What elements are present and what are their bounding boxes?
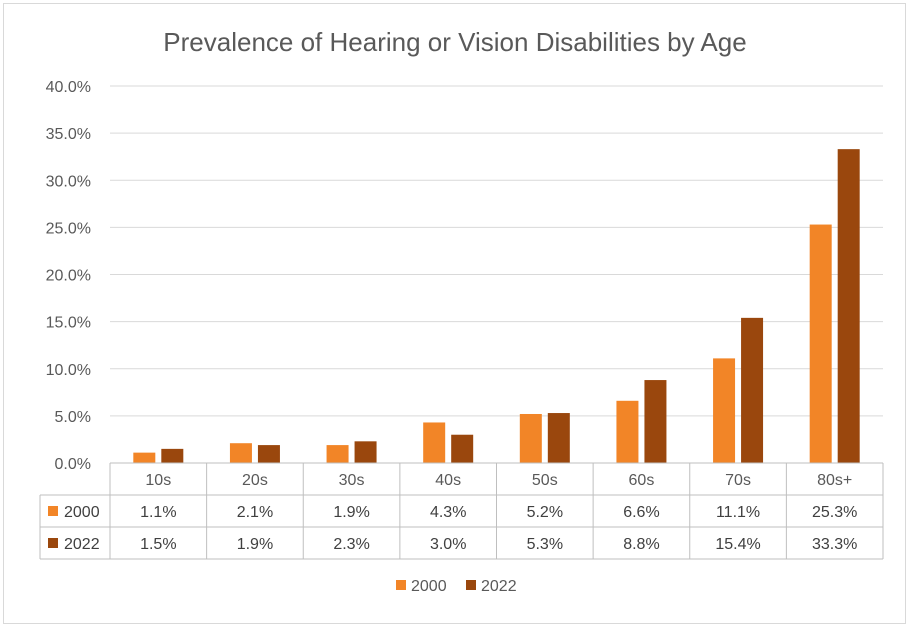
bar-2022-40s [451, 434, 474, 463]
table-series-name: 2022 [64, 536, 100, 553]
bar-2022-30s [354, 441, 377, 463]
y-tick-label: 10.0% [46, 362, 91, 379]
legend-label: 2000 [411, 578, 447, 595]
table-cell: 5.3% [527, 536, 563, 553]
y-axis-ticks: 0.0% 5.0% 10.0% 15.0% 20.0% 25.0% 30.0% 35.0% 40… [46, 79, 91, 473]
table-series-name: 2000 [64, 504, 100, 521]
legend-label: 2022 [481, 578, 517, 595]
bars [133, 149, 860, 463]
bar-2000-50s [519, 413, 542, 463]
table-cell: 2.3% [333, 536, 369, 553]
legend-key [466, 580, 476, 590]
table-cell: 8.8% [623, 536, 659, 553]
legend-key [396, 580, 406, 590]
bar-2022-50s [547, 413, 570, 463]
y-tick-label: 0.0% [55, 456, 91, 473]
table-cell: 1.9% [333, 504, 369, 521]
bar-2000-60s [616, 400, 639, 463]
table-cell: 3.0% [430, 536, 466, 553]
bar-2000-40s [423, 422, 446, 463]
table-cell: 2.1% [237, 504, 273, 521]
y-tick-label: 25.0% [46, 220, 91, 237]
category-label: 40s [435, 472, 461, 489]
bar-2000-30s [326, 445, 349, 463]
bar-2022-20s [257, 445, 280, 463]
y-tick-label: 20.0% [46, 268, 91, 285]
bar-2000-70s [713, 358, 736, 463]
table-cell: 33.3% [812, 536, 857, 553]
category-label: 50s [532, 472, 558, 489]
bar-2022-10s [161, 448, 184, 463]
y-tick-label: 40.0% [46, 79, 91, 96]
table-cell: 1.1% [140, 504, 176, 521]
category-label: 30s [339, 472, 365, 489]
category-label: 10s [145, 472, 171, 489]
y-tick-label: 35.0% [46, 126, 91, 143]
bar-2022-70s [741, 317, 764, 463]
table-cell: 25.3% [812, 504, 857, 521]
y-tick-label: 5.0% [55, 409, 91, 426]
table-cell: 1.5% [140, 536, 176, 553]
category-label: 60s [629, 472, 655, 489]
category-label: 20s [242, 472, 268, 489]
legend: 2000 2022 [396, 578, 517, 595]
gridlines [110, 85, 883, 464]
chart-title: Prevalence of Hearing or Vision Disabili… [163, 27, 746, 57]
table-cell: 1.9% [237, 536, 273, 553]
bar-2000-80s+ [809, 224, 832, 463]
table-cell: 6.6% [623, 504, 659, 521]
table-legend-key [48, 506, 58, 516]
bar-2022-60s [644, 380, 667, 463]
category-label: 80s+ [817, 472, 852, 489]
data-table: 10s 20s 30s 40s 50s 60s 70s 80s+ 2000 1.1% 2.1% 1.9… [39, 462, 884, 560]
bar-2000-20s [229, 443, 252, 463]
category-label: 70s [725, 472, 751, 489]
table-cell: 11.1% [716, 504, 760, 521]
y-tick-label: 15.0% [46, 315, 91, 332]
bar-2000-10s [133, 452, 156, 463]
chart-frame [3, 3, 906, 624]
table-cell: 15.4% [715, 536, 760, 553]
y-tick-label: 30.0% [46, 173, 91, 190]
bar-2022-80s+ [837, 149, 860, 463]
table-cell: 4.3% [430, 504, 466, 521]
table-cell: 5.2% [527, 504, 563, 521]
table-legend-key [48, 538, 58, 548]
